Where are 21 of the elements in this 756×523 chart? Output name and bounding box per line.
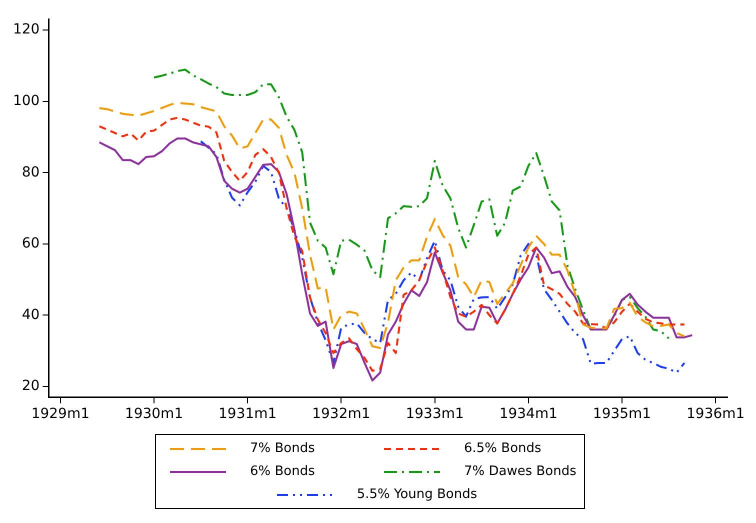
legend-label: 6.5% Bonds	[464, 441, 542, 456]
x-tick-label: 1930m1	[124, 406, 184, 422]
x-tick-label: 1936m1	[686, 406, 745, 422]
line-series	[200, 140, 686, 374]
legend-label: 7% Bonds	[250, 441, 315, 456]
legend-label: 5.5% Young Bonds	[356, 487, 478, 502]
x-tick-label: 1933m1	[406, 406, 464, 422]
legend-label: 7% Dawes Bonds	[464, 464, 576, 479]
y-tick-label: 60	[22, 236, 40, 252]
y-tick-label: 40	[22, 306, 40, 323]
line-series	[153, 68, 670, 340]
y-tick-label: 120	[12, 22, 40, 38]
y-tick-label: 20	[22, 378, 40, 394]
x-tick-label: 1932m1	[312, 406, 370, 422]
x-tick-label: 1929m1	[31, 406, 90, 422]
x-tick-label: 1935m1	[592, 406, 652, 422]
x-tick-label: 1934m1	[499, 406, 558, 422]
legend-label: 6% Bonds	[250, 464, 315, 479]
y-tick-label: 80	[22, 164, 40, 180]
y-tick-label: 100	[12, 93, 40, 110]
x-tick-label: 1931m1	[218, 406, 277, 422]
